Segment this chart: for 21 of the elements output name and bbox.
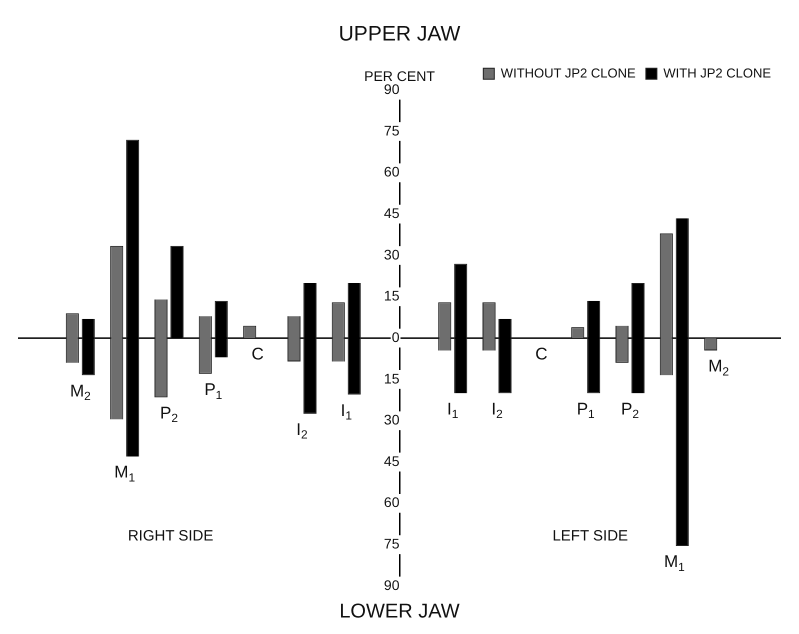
y-tick-label: 60	[384, 494, 400, 510]
y-tick-label: 30	[384, 246, 400, 262]
legend-label: WITH JP2 CLONE	[663, 65, 772, 80]
annotation: LEFT SIDE	[552, 528, 628, 545]
y-tick-label: 45	[384, 205, 400, 222]
y-tick-label: 75	[384, 122, 400, 138]
y-tick-label: 90	[384, 576, 400, 593]
y-tick-label: 90	[384, 81, 400, 98]
text: LOWER JAW	[339, 600, 460, 623]
y-tick-label: 15	[384, 288, 400, 304]
y-tick-label: 75	[384, 536, 400, 552]
chart-title: UPPER JAW	[338, 22, 461, 46]
x-tick-label: C	[535, 344, 548, 364]
y-tick-label: 30	[384, 412, 400, 428]
y-tick-label: 60	[384, 164, 400, 180]
y-tick-label: 0	[392, 328, 400, 345]
y-tick-label: 45	[384, 452, 400, 469]
annotation: RIGHT SIDE	[128, 528, 214, 545]
y-tick-label: 15	[384, 370, 400, 386]
legend-label: WITHOUT JP2 CLONE	[500, 65, 636, 80]
x-tick-label: C	[252, 344, 264, 364]
